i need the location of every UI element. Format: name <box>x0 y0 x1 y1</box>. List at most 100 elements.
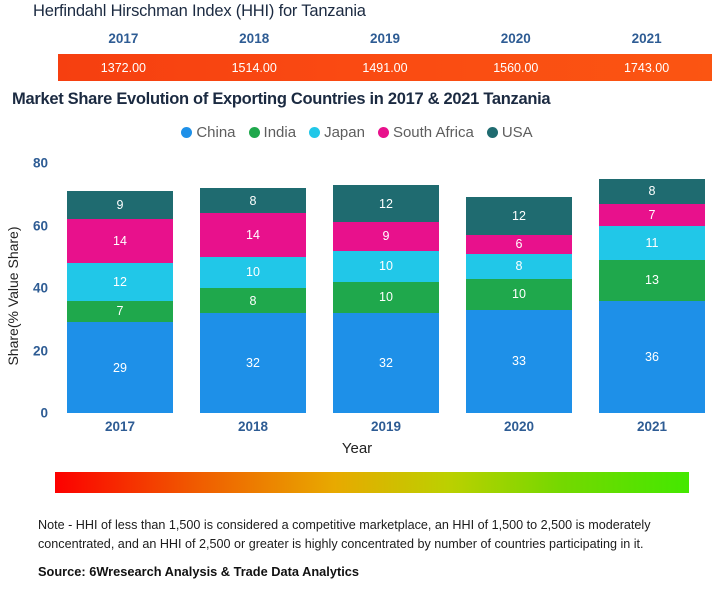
bar-segment-value: 29 <box>113 360 127 375</box>
y-axis-tick-60: 60 <box>32 218 48 233</box>
bar-segment-value: 10 <box>246 265 260 280</box>
x-axis-tick-2020: 2020 <box>503 419 535 434</box>
bar-2019: 12 9 10 10 32 <box>333 184 439 413</box>
bar-segment-value: 14 <box>246 227 260 242</box>
bar-segment-japan: 11 <box>599 225 705 260</box>
bar-segment-japan: 8 <box>466 253 572 279</box>
legend-dot-icon <box>486 127 498 138</box>
bar-segment-value: 10 <box>379 259 393 274</box>
hhi-year-2020: 2020 <box>500 31 531 46</box>
hhi-value-2019: 1491.00 <box>362 60 408 75</box>
bar-segment-value: 8 <box>648 184 656 199</box>
legend-item-india[interactable]: India <box>248 124 297 141</box>
chart-title: Market Share Evolution of Exporting Coun… <box>12 90 551 108</box>
bar-segment-value: 9 <box>116 198 124 213</box>
bar-segment-value: 6 <box>515 237 523 252</box>
x-axis-tick-2021: 2021 <box>636 419 668 434</box>
bar-segment-usa: 12 <box>466 197 572 235</box>
hhi-title: Herfindahl Hirschman Index (HHI) for Tan… <box>33 2 366 20</box>
bar-segment-south-africa: 6 <box>466 234 572 254</box>
bar-segment-japan: 12 <box>67 263 173 301</box>
bar-segment-value: 12 <box>379 196 393 211</box>
chart-legend: China India Japan South Africa USA <box>0 124 714 141</box>
y-axis-tick-40: 40 <box>32 280 48 296</box>
bar-segment-usa: 9 <box>67 191 173 220</box>
bar-segment-china: 32 <box>200 313 306 413</box>
legend-dot-icon <box>248 127 260 138</box>
bar-segment-india: 8 <box>200 288 306 313</box>
bar-2017: 9 14 12 7 29 <box>67 191 173 413</box>
bar-segment-usa: 12 <box>333 184 439 223</box>
hhi-gradient-scale <box>55 472 689 493</box>
bar-segment-value: 12 <box>512 209 526 224</box>
bar-segment-value: 32 <box>246 356 260 370</box>
bar-segment-value: 10 <box>512 287 526 302</box>
legend-dot-icon <box>181 127 193 138</box>
bar-segment-south-africa: 9 <box>333 222 439 251</box>
legend-dot-icon <box>377 127 389 138</box>
hhi-year-2019: 2019 <box>369 31 401 46</box>
legend-label: South Africa <box>392 124 474 141</box>
y-axis-tick-20: 20 <box>32 343 48 358</box>
source-text: Source: 6Wresearch Analysis & Trade Data… <box>38 564 360 579</box>
legend-label: Japan <box>324 124 365 141</box>
y-axis-label: Share(% Value Share) <box>5 226 21 366</box>
x-axis-tick-2019: 2019 <box>370 419 402 434</box>
bar-segment-usa: 8 <box>599 178 705 204</box>
legend-item-usa[interactable]: USA <box>486 124 533 141</box>
bar-segment-south-africa: 14 <box>67 219 173 263</box>
bar-segment-japan: 10 <box>333 250 439 282</box>
x-axis-tick-2017: 2017 <box>104 419 136 434</box>
bar-2020: 12 6 8 10 33 <box>466 197 572 413</box>
bar-segment-value: 12 <box>113 274 127 289</box>
y-axis-tick-0: 0 <box>40 405 48 421</box>
bar-segment-china: 36 <box>599 300 705 413</box>
bar-segment-india: 10 <box>466 278 572 310</box>
bar-segment-value: 11 <box>645 235 659 250</box>
bar-segment-value: 33 <box>512 354 526 369</box>
bar-segment-usa: 8 <box>200 188 306 213</box>
bar-2021: 8 7 11 13 36 <box>599 178 705 413</box>
hhi-value-bar: 1372.00 1514.00 1491.00 1560.00 1743.00 <box>58 54 712 81</box>
x-axis-label: Year <box>341 440 373 457</box>
bar-segment-india: 7 <box>67 300 173 323</box>
bar-2018: 8 14 10 8 32 <box>200 188 306 413</box>
bar-segment-value: 9 <box>382 229 390 244</box>
footnote-text: Note - HHI of less than 1,500 is conside… <box>38 518 651 551</box>
bar-segment-south-africa: 7 <box>599 203 705 226</box>
legend-label: USA <box>501 124 533 141</box>
bar-segment-china: 29 <box>67 322 173 413</box>
hhi-value-2020: 1560.00 <box>493 60 539 75</box>
bar-segment-china: 33 <box>466 309 572 413</box>
x-axis-tick-2018: 2018 <box>237 419 269 434</box>
bar-segment-value: 8 <box>515 259 523 274</box>
bar-segment-value: 8 <box>249 293 257 308</box>
bar-segment-value: 7 <box>648 207 656 222</box>
legend-item-south-africa[interactable]: South Africa <box>377 124 474 141</box>
bar-segment-value: 32 <box>379 356 393 370</box>
bar-segment-value: 13 <box>645 273 659 288</box>
bar-segment-value: 36 <box>645 349 659 364</box>
bar-segment-india: 10 <box>333 281 439 313</box>
bar-segment-value: 14 <box>113 234 127 249</box>
hhi-value-2017: 1372.00 <box>100 60 146 75</box>
hhi-value-2021: 1743.00 <box>623 60 670 75</box>
legend-item-china[interactable]: China <box>181 124 236 141</box>
bar-segment-japan: 10 <box>200 256 306 288</box>
legend-item-japan[interactable]: Japan <box>309 124 365 141</box>
hhi-year-2021: 2021 <box>631 31 662 46</box>
hhi-year-header-row: 2017 2018 2019 2020 2021 <box>58 31 712 46</box>
y-axis-tick-80: 80 <box>32 155 48 171</box>
legend-dot-icon <box>309 127 321 138</box>
bar-segment-value: 7 <box>116 304 124 319</box>
hhi-year-2017: 2017 <box>108 31 139 46</box>
bar-segment-india: 13 <box>599 259 705 301</box>
bar-segment-value: 10 <box>379 290 393 305</box>
hhi-value-2018: 1514.00 <box>231 60 277 75</box>
legend-label: China <box>196 124 236 141</box>
legend-label: India <box>263 124 297 141</box>
bar-segment-value: 8 <box>249 193 257 208</box>
hhi-year-2018: 2018 <box>239 31 270 46</box>
bar-segment-china: 32 <box>333 313 439 413</box>
bar-segment-south-africa: 14 <box>200 213 306 257</box>
